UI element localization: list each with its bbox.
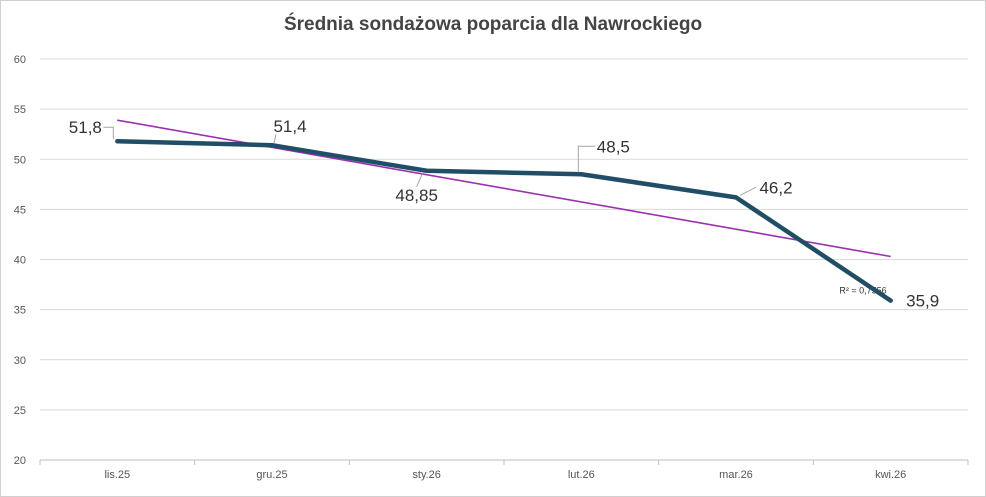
data-point [424, 168, 429, 173]
series-group [115, 138, 893, 303]
data-label: 48,85 [395, 186, 438, 205]
gridlines [40, 58, 968, 461]
leader-line [416, 172, 424, 187]
x-tick-label: kwi.26 [875, 469, 906, 481]
y-tick-label: 40 [14, 255, 26, 267]
y-tick-label: 60 [14, 54, 26, 66]
trendline-group: R² = 0,7556 [117, 119, 891, 296]
data-point [270, 143, 274, 148]
y-tick-label: 30 [14, 355, 26, 367]
data-point [734, 195, 738, 200]
data-label: 48,5 [597, 137, 630, 156]
data-point [115, 139, 120, 144]
x-axis-ticks: lis.25 gru.25 sty.26 lut.26 mar.26 kwi.26 [39, 460, 969, 481]
series-line [115, 138, 893, 303]
y-tick-label: 20 [14, 455, 26, 467]
data-point [888, 298, 893, 303]
data-label: 51,4 [273, 117, 306, 136]
x-tick-label: gru.25 [256, 469, 287, 481]
x-tick-label: sty.26 [412, 469, 441, 481]
leader-line [103, 126, 114, 140]
x-tick-label: lut.26 [568, 469, 595, 481]
data-label: 46,2 [759, 178, 792, 197]
r-squared-label: R² = 0,7556 [839, 286, 886, 296]
x-tick-label: lis.25 [104, 469, 130, 481]
leader-line [739, 186, 757, 196]
y-tick-label: 45 [14, 204, 26, 216]
chart-title: Średnia sondażowa poparcia dla Nawrockie… [283, 14, 703, 35]
data-labels-group: 51,8 51,4 48,85 48,5 46,2 35,9 [69, 117, 939, 310]
x-tick-label: mar.26 [719, 469, 753, 481]
data-label: 51,8 [69, 118, 102, 137]
y-tick-label: 25 [14, 405, 26, 417]
leader-line [577, 145, 596, 173]
y-axis-ticks: 20 25 30 35 40 45 50 55 60 [14, 54, 26, 467]
y-tick-label: 35 [14, 305, 26, 317]
leader-line [273, 134, 277, 144]
data-point [579, 172, 584, 177]
y-tick-label: 50 [14, 154, 26, 166]
y-tick-label: 55 [14, 104, 26, 116]
data-label: 35,9 [906, 292, 939, 311]
